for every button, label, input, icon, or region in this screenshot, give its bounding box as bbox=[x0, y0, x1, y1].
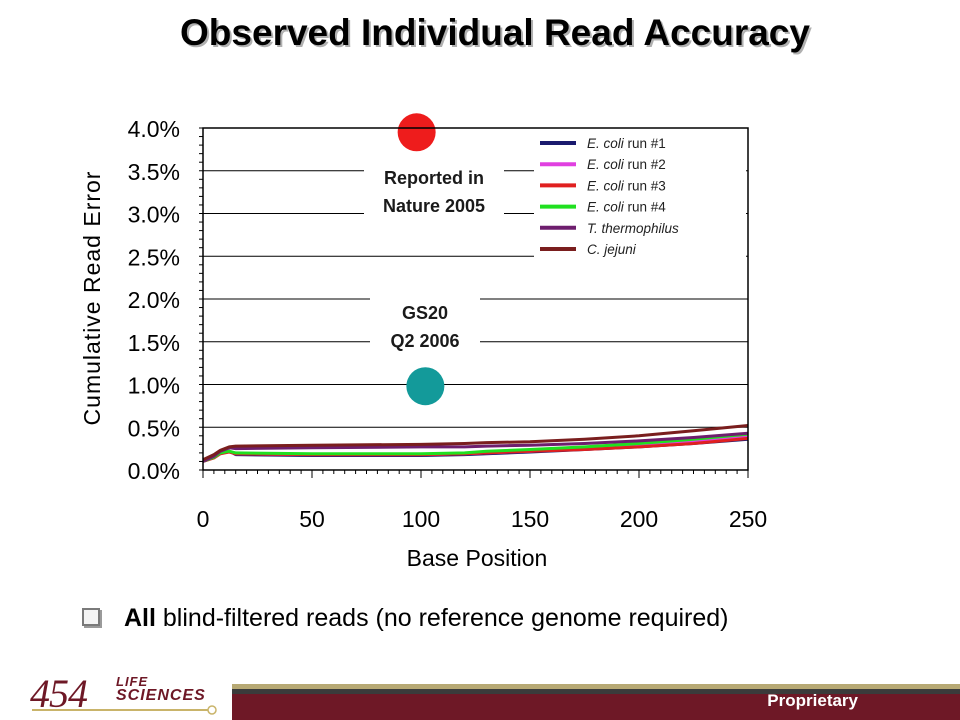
y-tick-label: 0.5% bbox=[128, 415, 180, 441]
bullet-bold-text: All bbox=[124, 604, 156, 632]
series-line bbox=[202, 424, 749, 462]
y-tick-label: 3.5% bbox=[128, 159, 180, 185]
legend-label: C. jejuni bbox=[587, 242, 637, 257]
logo-swoosh-icon bbox=[32, 705, 217, 715]
x-tick-label: 250 bbox=[729, 506, 767, 532]
y-tick-label: 1.0% bbox=[128, 373, 180, 399]
legend-background bbox=[534, 130, 746, 268]
y-tick-label: 0.0% bbox=[128, 458, 180, 484]
annotation-label: GS20 bbox=[402, 303, 448, 323]
bullet-note: All blind-filtered reads (no reference g… bbox=[82, 604, 729, 633]
y-tick-label: 4.0% bbox=[128, 116, 180, 142]
x-tick-label: 150 bbox=[511, 506, 549, 532]
annotation-label: Nature 2005 bbox=[383, 196, 485, 216]
annotation-layer: Reported in Nature 2005 GS20 Q2 2006 bbox=[364, 113, 504, 406]
series-line bbox=[202, 431, 749, 463]
footer-bar bbox=[232, 684, 960, 720]
axis-ticks: 0.0% 0.5% 1.0% 1.5% 2.0% 2.5% 3.0% 3.5% 4.0% 0 50 1… bbox=[128, 116, 768, 532]
legend-label: E. coli run #4 bbox=[587, 200, 666, 215]
y-tick-label: 2.5% bbox=[128, 244, 180, 270]
annotation-box bbox=[364, 158, 504, 230]
legend-label: E. coli run #3 bbox=[587, 178, 666, 193]
x-tick-label: 200 bbox=[620, 506, 658, 532]
logo-word-sciences: SCIENCES bbox=[116, 687, 206, 704]
bullet-text: blind-filtered reads (no reference genom… bbox=[155, 604, 729, 632]
annotation-label: Q2 2006 bbox=[390, 331, 459, 351]
y-tick-label: 2.0% bbox=[128, 287, 180, 313]
company-logo: 454 LIFE SCIENCES bbox=[30, 671, 230, 716]
x-axis-label: Base Position bbox=[407, 545, 548, 571]
logo-word-life: LIFE bbox=[116, 674, 149, 689]
legend-label: E. coli run #1 bbox=[587, 136, 666, 151]
x-tick-label: 50 bbox=[299, 506, 325, 532]
legend-label: T. thermophilus bbox=[587, 221, 679, 236]
legend-label: E. coli run #2 bbox=[587, 157, 666, 172]
checkbox-bullet-icon bbox=[82, 608, 100, 627]
series-lines bbox=[202, 424, 749, 463]
y-tick-label: 3.0% bbox=[128, 202, 180, 228]
annotation-box bbox=[370, 293, 480, 363]
slide-title: Observed Individual Read Accuracy bbox=[180, 12, 810, 53]
footer-label: Proprietary bbox=[767, 691, 858, 710]
legend: E. coli run #1 E. coli run #2 E. coli run … bbox=[534, 130, 746, 268]
y-axis-label: Cumulative Read Error bbox=[79, 171, 105, 426]
x-tick-label: 0 bbox=[197, 506, 210, 532]
x-tick-label: 100 bbox=[402, 506, 440, 532]
annotation-label: Reported in bbox=[384, 168, 484, 188]
y-tick-label: 1.5% bbox=[128, 330, 180, 356]
series-line bbox=[202, 432, 749, 463]
data-point-marker bbox=[406, 367, 445, 406]
logo-number: 454 bbox=[30, 671, 88, 716]
data-point-marker bbox=[397, 113, 436, 152]
